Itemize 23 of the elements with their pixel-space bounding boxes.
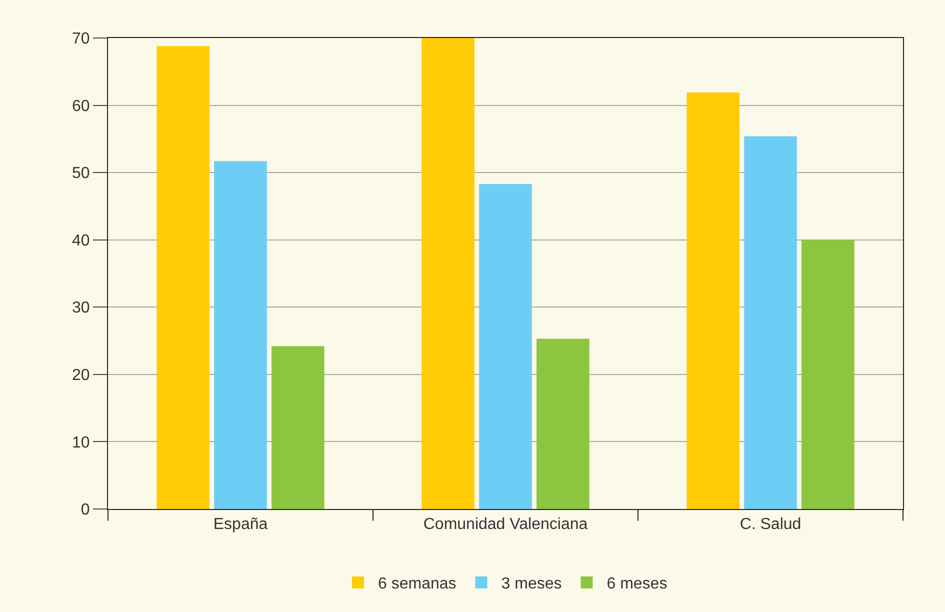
x-tick-label: Comunidad Valenciana: [423, 516, 588, 534]
x-tick-label: C. Salud: [740, 516, 802, 534]
y-tick-label: 20: [72, 367, 90, 384]
y-tick-label: 40: [72, 232, 90, 250]
y-tick-label: 10: [72, 434, 90, 452]
bar: [156, 46, 210, 509]
y-tick-label: 60: [72, 98, 90, 115]
y-tick-label: 50: [72, 165, 90, 182]
x-tick-label: España: [213, 516, 268, 534]
y-tick-label: 30: [72, 300, 90, 317]
y-tick-label: 0: [80, 502, 90, 519]
bar: [536, 338, 590, 509]
bar: [214, 161, 267, 509]
bar: [744, 136, 797, 509]
bar: [686, 92, 740, 509]
legend-label: 3 meses: [501, 576, 562, 593]
y-tick-label: 70: [72, 30, 90, 48]
bar: [272, 346, 324, 509]
bar: [422, 38, 474, 509]
bar: [802, 240, 854, 509]
legend-label: 6 semanas: [378, 576, 456, 593]
bar: [479, 184, 532, 509]
legend-label: 6 meses: [606, 576, 668, 593]
